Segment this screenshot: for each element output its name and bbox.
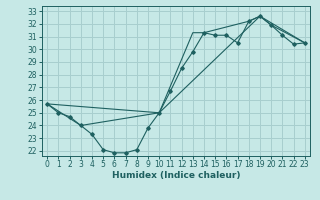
X-axis label: Humidex (Indice chaleur): Humidex (Indice chaleur) [112, 171, 240, 180]
